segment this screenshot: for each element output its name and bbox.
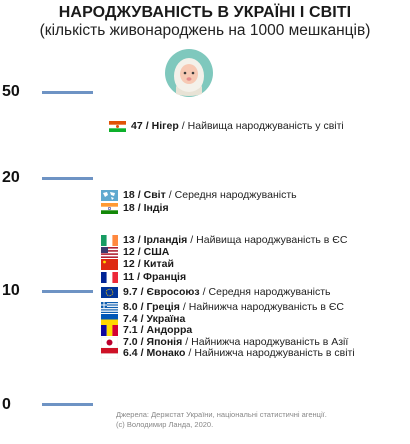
entry-note: Найнижча народжуваність в ЄС [188,301,344,313]
source-line-1: Джерела: Держстат України, національні с… [116,410,327,419]
entry-row-0: 47/Нігер / Найвища народжуваність у світі [109,120,344,133]
entry-value: 47 [131,120,143,132]
entry-row-9: 7.4/Україна [101,313,185,326]
entry-name: Україна [146,313,186,325]
entry-name: Євросоюз [146,286,200,298]
entry-value: 18 [123,189,135,201]
source-note: Джерела: Держстат України, національні с… [116,410,327,430]
entry-note: Найвища народжуваність у світі [187,120,344,132]
niger-flag-icon [109,121,126,132]
entry-value: 7.0 [123,336,138,348]
entry-row-12: 6.4/Монако / Найнижча народжуваність в сві… [101,347,355,360]
tick-label-50: 50 [2,83,20,100]
entry-row-10: 7.1/Андорра [101,324,192,337]
source-line-2: (с) Володимир Ландa, 2020. [116,420,214,429]
chart-subtitle: (кількість живонароджень на 1000 мешканц… [39,22,371,39]
entry-note: Середня народжуваність [174,189,297,201]
entry-value: 12 [123,258,135,270]
entry-note: Найнижча народжуваність в світі [194,347,355,359]
entry-name: Ірландія [143,234,188,246]
entry-name: Андорра [146,324,193,336]
entry-row-1: 18/Світ / Середня народжуваність [101,189,297,202]
japan-flag-icon [101,337,118,348]
tick-label-10: 10 [2,282,20,299]
entry-name: США [143,246,170,258]
entry-value: 13 [123,234,135,246]
entry-value: 18 [123,202,135,214]
entry-name: Нігер [151,120,179,132]
tick-bar-0 [42,403,93,406]
tick-label-20: 20 [2,169,20,186]
andorra-flag-icon [101,325,118,336]
entry-note: Найнижча народжуваність в Азії [191,336,349,348]
entry-row-5: 12/Китай [101,258,174,271]
entry-row-4: 12/США [101,246,169,259]
entry-name: Індія [143,202,169,214]
greece-flag-icon [101,302,118,313]
eu-flag-icon [101,287,118,298]
tick-bar-20 [42,177,93,180]
world-map-icon [101,190,118,201]
entry-name: Франція [143,271,187,283]
entry-name: Японія [146,336,183,348]
monaco-flag-icon [101,348,118,359]
entry-value: 7.1 [123,324,138,336]
entry-name: Монако [146,347,186,359]
entry-name: Греція [146,301,180,313]
ireland-flag-icon [101,235,118,246]
entry-row-3: 13/Ірландія / Найвища народжуваність в ЄС [101,234,347,247]
entry-value: 8.0 [123,301,138,313]
entry-note: Середня народжуваність [208,286,331,298]
entry-row-7: 9.7/Євросоюз / Середня народжуваність [101,286,330,299]
entry-value: 9.7 [123,286,138,298]
entry-value: 6.4 [123,347,138,359]
entry-value: 7.4 [123,313,138,325]
chart-title: НАРОДЖУВАНІСТЬ В УКРАЇНІ І СВІТІ [58,4,352,21]
entry-row-6: 11/Франція [101,271,186,284]
tick-bar-10 [42,290,93,293]
china-flag-icon [101,259,118,270]
entry-note: Найвища народжуваність в ЄС [196,234,348,246]
entry-row-11: 7.0/Японія / Найнижча народжуваність в Азі… [101,336,348,349]
india-flag-icon [101,203,118,214]
tick-label-0: 0 [2,396,11,413]
usa-flag-icon [101,247,118,258]
tick-bar-50 [42,91,93,94]
entry-name: Світ [143,189,166,201]
entry-row-2: 18/Індія [101,202,169,215]
entry-value: 11 [123,271,135,283]
entry-name: Китай [143,258,174,270]
entry-row-8: 8.0/Греція / Найнижча народжуваність в ЄС [101,301,344,314]
france-flag-icon [101,272,118,283]
entry-value: 12 [123,246,135,258]
ukraine-flag-icon [101,314,118,325]
baby-icon [165,49,213,97]
